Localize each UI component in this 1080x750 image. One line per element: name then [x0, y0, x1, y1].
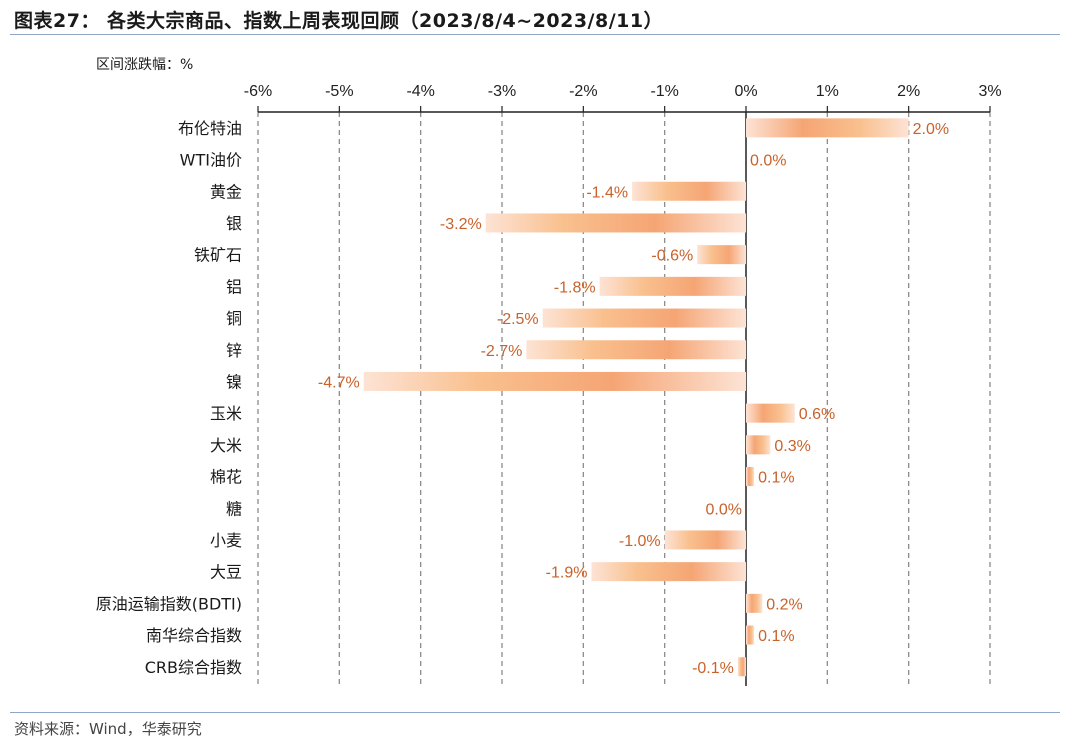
tick-label: 3%	[978, 83, 1001, 100]
data-label: 0.0%	[750, 153, 786, 170]
category-label: 铁矿石	[194, 246, 242, 265]
bar	[485, 213, 746, 233]
data-label: -3.2%	[440, 216, 482, 233]
data-label: 0.1%	[758, 470, 794, 487]
data-label: 0.1%	[758, 628, 794, 645]
bar	[746, 593, 763, 613]
data-label: -2.7%	[481, 343, 523, 360]
tick-label: -1%	[650, 83, 678, 100]
category-label: 铝	[226, 277, 242, 296]
data-label: -1.4%	[586, 184, 628, 201]
footer-rule	[10, 712, 1060, 713]
bar	[526, 340, 746, 360]
bar	[542, 308, 746, 328]
category-label: WTI油价	[180, 151, 242, 170]
bar	[363, 371, 746, 391]
data-label: -0.6%	[651, 248, 693, 265]
category-label: 南华综合指数	[146, 626, 242, 645]
category-label: 铜	[226, 309, 242, 328]
data-label: 0.0%	[706, 501, 742, 518]
labels: 布伦特油 2.0% WTI油价 0.0% 黄金 -1.4% 银 -3.2% 铁矿石 -0.6% 铝 -…	[96, 119, 949, 677]
category-label: 银	[226, 214, 242, 233]
grid-lines	[257, 112, 991, 686]
bar	[746, 403, 795, 423]
category-label: 小麦	[210, 531, 242, 550]
bar	[746, 118, 909, 138]
category-label: 大豆	[210, 563, 242, 582]
tick-label: -5%	[325, 83, 353, 100]
bar	[746, 435, 771, 455]
category-label: 糖	[226, 499, 242, 518]
category-label: 原油运输指数(BDTI)	[96, 594, 242, 613]
data-label: 0.6%	[799, 406, 835, 423]
category-label: 布伦特油	[178, 119, 242, 138]
unit-label: 区间涨跌幅：%	[96, 57, 194, 73]
tick-label: -4%	[406, 83, 434, 100]
category-label: 锌	[226, 341, 242, 360]
tick-label: 0%	[734, 83, 757, 100]
category-label: 黄金	[210, 182, 242, 201]
bar	[746, 467, 755, 487]
data-label: -1.0%	[619, 533, 661, 550]
bar	[746, 625, 755, 645]
data-label: -4.7%	[318, 374, 360, 391]
category-label: 镍	[226, 372, 242, 391]
data-label: -1.8%	[554, 279, 596, 296]
bars	[363, 118, 909, 677]
category-label: CRB综合指数	[145, 658, 242, 677]
category-label: 玉米	[210, 404, 242, 423]
bar	[632, 181, 746, 201]
bar	[697, 245, 746, 265]
data-label: -1.9%	[546, 565, 588, 582]
bar	[737, 657, 746, 677]
data-label: 0.3%	[774, 438, 810, 455]
category-label: 棉花	[210, 468, 242, 487]
tick-label: 2%	[897, 83, 920, 100]
tick-label: -6%	[244, 83, 272, 100]
data-label: 0.2%	[766, 596, 802, 613]
chart-title: 图表27： 各类大宗商品、指数上周表现回顾（2023/8/4~2023/8/11…	[14, 10, 664, 32]
tick-label: -3%	[488, 83, 516, 100]
data-label: -2.5%	[497, 311, 539, 328]
bar	[599, 276, 746, 296]
bar	[591, 562, 746, 582]
axes: -6% -5% -4% -3% -2% -1% 0% 1% 2% 3%	[244, 83, 1002, 686]
data-label: -0.1%	[692, 660, 734, 677]
title-rule	[10, 34, 1060, 35]
category-label: 大米	[210, 436, 242, 455]
bar	[664, 530, 746, 550]
tick-label: 1%	[816, 83, 839, 100]
data-label: 2.0%	[913, 121, 949, 138]
tick-label: -2%	[569, 83, 597, 100]
source-note: 资料来源：Wind，华泰研究	[14, 720, 202, 738]
